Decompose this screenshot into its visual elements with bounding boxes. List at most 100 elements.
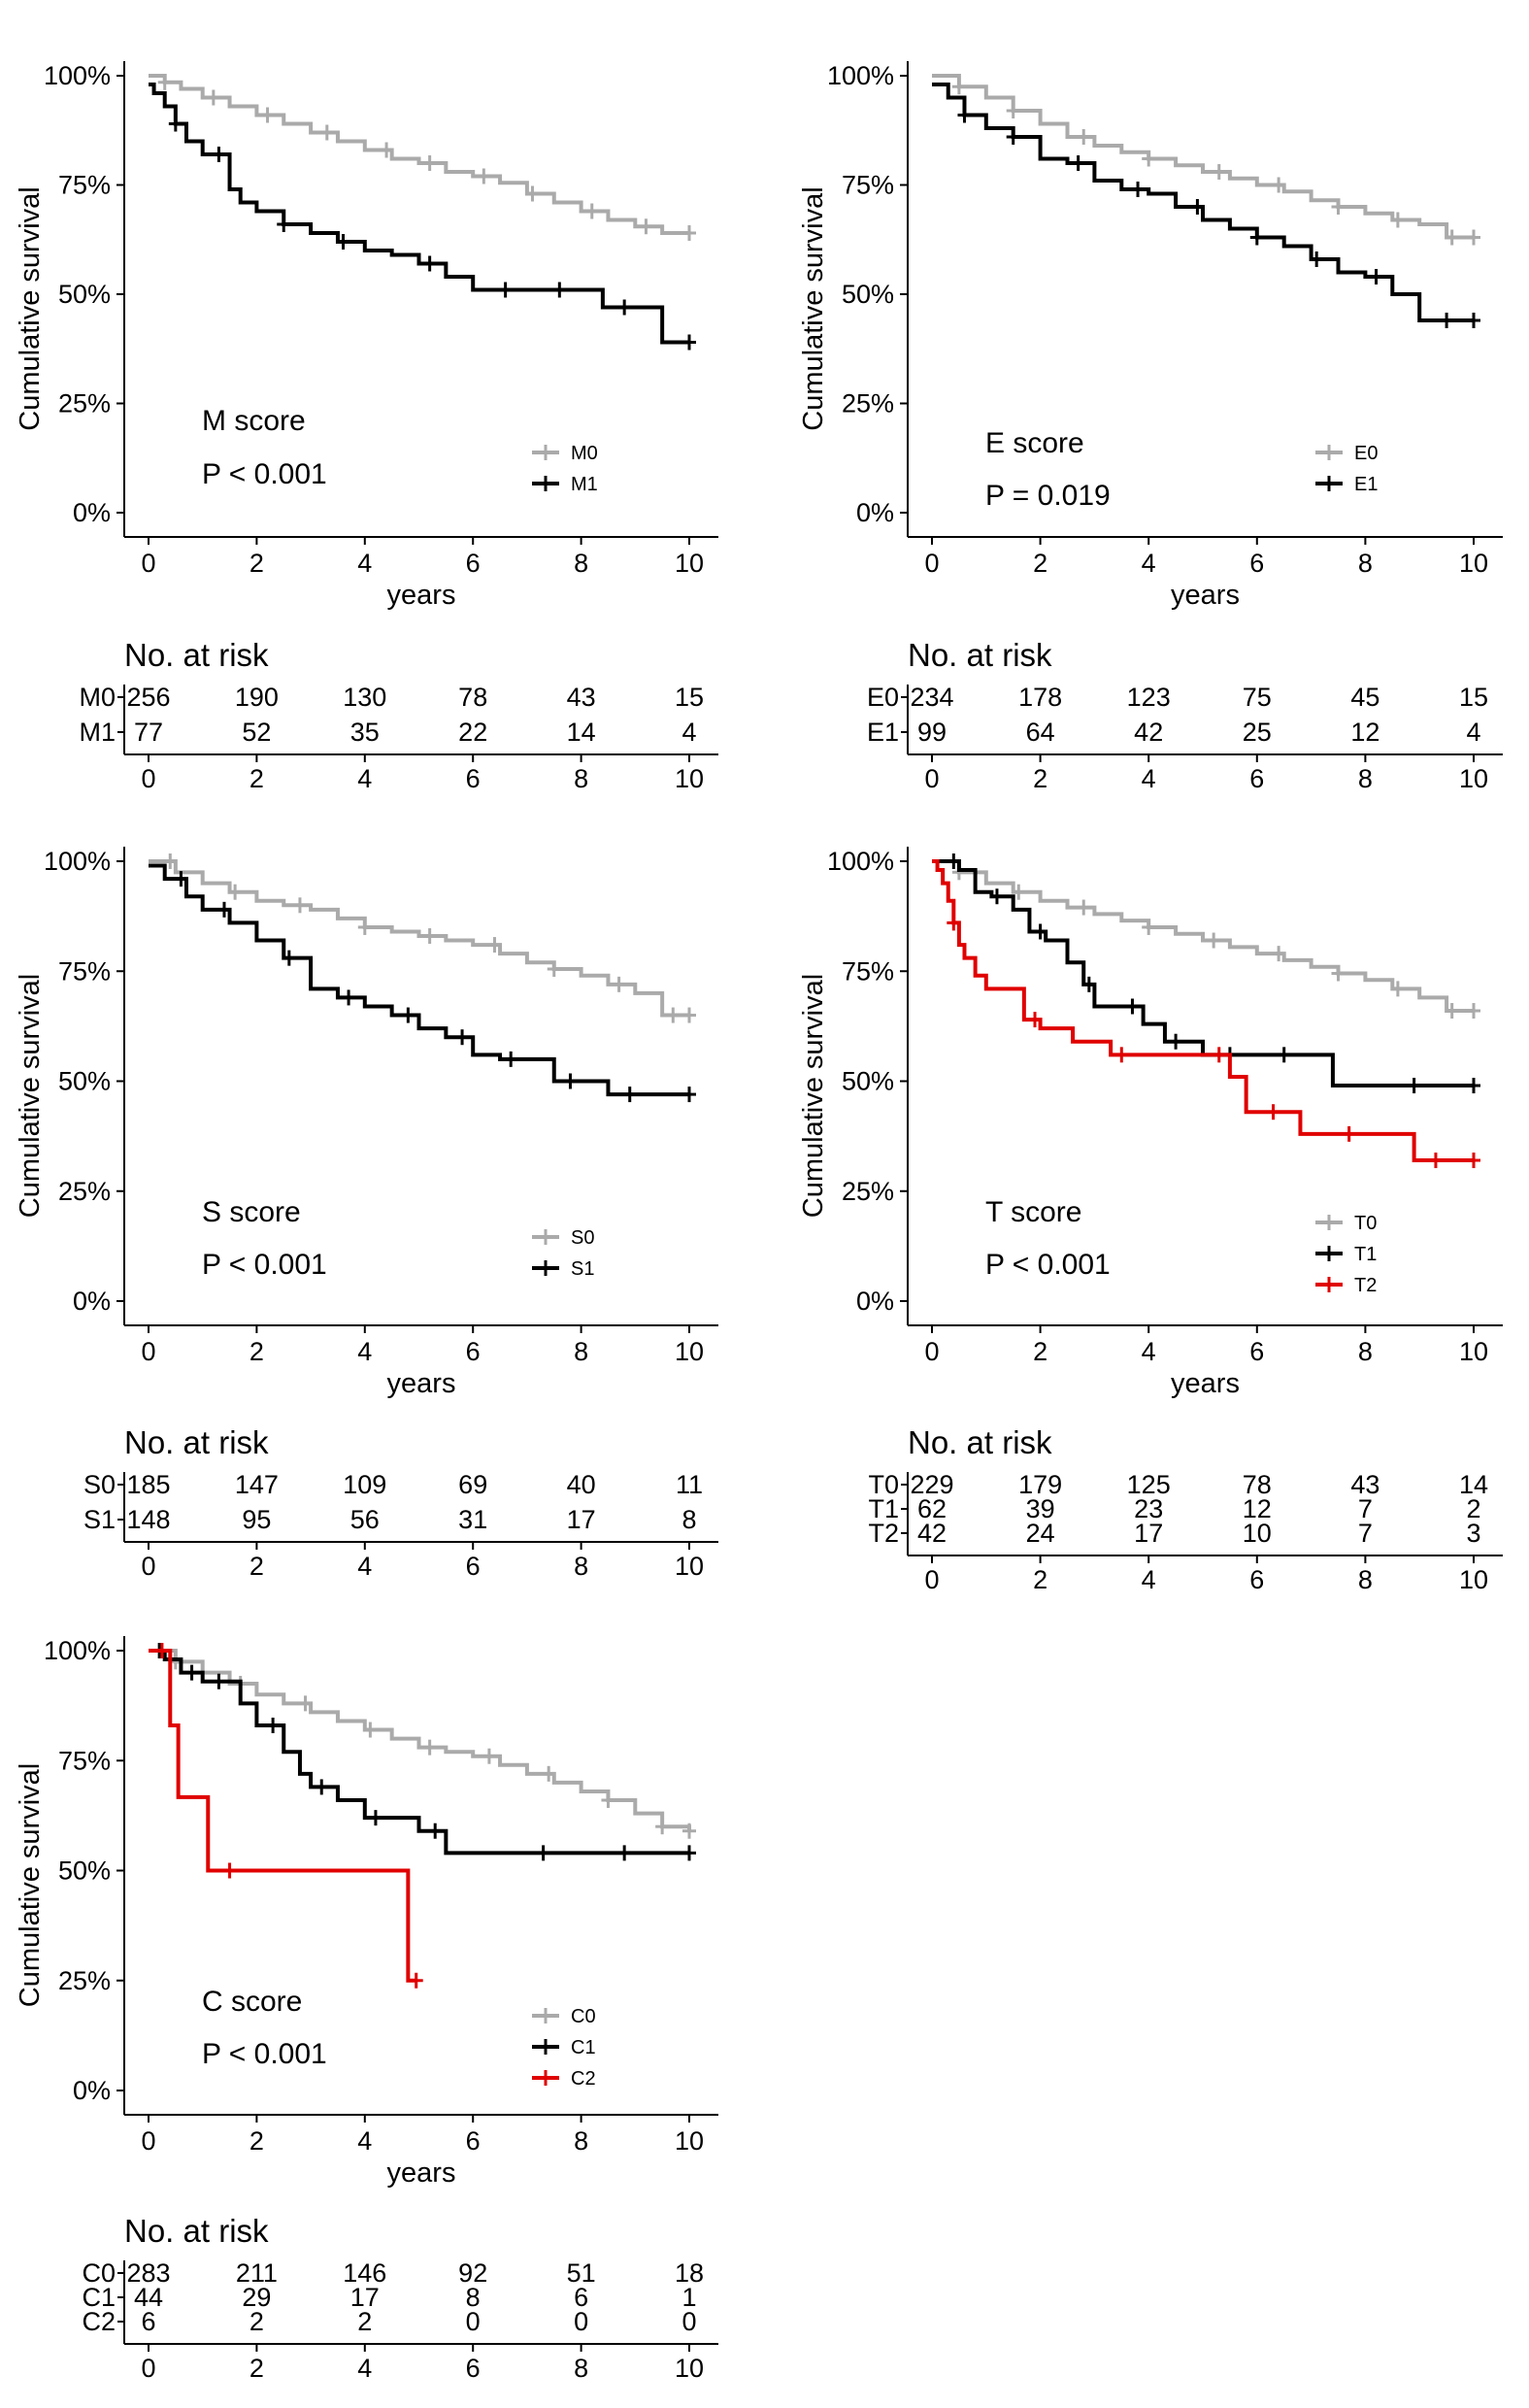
risk-count: 51 bbox=[567, 2258, 596, 2288]
legend-label-C1: C1 bbox=[571, 2037, 596, 2058]
risk-x-tick-label: 10 bbox=[1459, 764, 1488, 793]
censor-mark bbox=[1077, 899, 1091, 916]
legend-label-S1: S1 bbox=[571, 1258, 594, 1280]
risk-count: 23 bbox=[1134, 1494, 1163, 1523]
risk-x-tick-label: 6 bbox=[466, 2354, 481, 2383]
censor-mark bbox=[666, 1007, 681, 1023]
censor-mark bbox=[1190, 199, 1205, 215]
risk-count: 229 bbox=[910, 1470, 953, 1499]
y-tick-label: 75% bbox=[58, 1746, 111, 1775]
risk-x-tick-label: 0 bbox=[924, 1565, 939, 1594]
risk-count: 283 bbox=[126, 2258, 170, 2288]
legend-label-E0: E0 bbox=[1354, 443, 1378, 464]
censor-mark bbox=[525, 185, 540, 202]
censor-mark bbox=[601, 1792, 615, 1809]
censor-mark bbox=[482, 1748, 496, 1764]
x-axis-title: years bbox=[387, 1368, 456, 1399]
censor-mark bbox=[1428, 1153, 1443, 1169]
risk-count: 7 bbox=[1358, 1519, 1373, 1548]
risk-count: 2 bbox=[1466, 1494, 1480, 1523]
risk-x-tick-label: 0 bbox=[141, 1552, 155, 1581]
risk-count: 0 bbox=[681, 2307, 696, 2336]
censor-mark bbox=[547, 960, 561, 977]
risk-count: 62 bbox=[917, 1494, 947, 1523]
risk-count: 31 bbox=[458, 1505, 487, 1534]
risk-count: 146 bbox=[343, 2258, 386, 2288]
censor-mark bbox=[1033, 923, 1047, 940]
risk-count: 0 bbox=[466, 2307, 481, 2336]
survival-curve-S0 bbox=[149, 859, 689, 1018]
risk-x-tick-label: 8 bbox=[574, 2354, 588, 2383]
y-tick-label: 25% bbox=[58, 389, 111, 418]
risk-count: 64 bbox=[1026, 718, 1055, 747]
censor-mark bbox=[1169, 1033, 1183, 1050]
risk-x-tick-label: 2 bbox=[1033, 764, 1047, 793]
risk-count: 45 bbox=[1350, 683, 1379, 712]
censor-mark bbox=[1467, 229, 1480, 246]
censor-mark bbox=[266, 1718, 281, 1734]
risk-count: 190 bbox=[235, 683, 279, 712]
risk-count: 78 bbox=[1243, 1470, 1272, 1499]
risk-x-tick-label: 8 bbox=[574, 1552, 588, 1581]
risk-count: 2 bbox=[249, 2307, 264, 2336]
y-tick-label: 25% bbox=[842, 389, 894, 418]
survival-curve-S1 bbox=[149, 863, 689, 1097]
x-tick-label: 8 bbox=[574, 1337, 588, 1366]
x-tick-label: 6 bbox=[1249, 1337, 1264, 1366]
risk-count: 130 bbox=[343, 683, 386, 712]
censor-mark bbox=[422, 255, 437, 272]
censor-mark bbox=[1212, 1047, 1226, 1063]
legend-label-T1: T1 bbox=[1354, 1244, 1377, 1265]
p-value-label: P = 0.019 bbox=[985, 480, 1111, 512]
censor-mark bbox=[989, 888, 1004, 905]
risk-count: 14 bbox=[567, 718, 596, 747]
censor-mark bbox=[1125, 998, 1140, 1015]
risk-count: 43 bbox=[567, 683, 596, 712]
censor-mark bbox=[498, 282, 513, 298]
censor-mark bbox=[617, 299, 632, 316]
survival-curve-E0 bbox=[932, 74, 1474, 240]
x-tick-label: 4 bbox=[1142, 1337, 1156, 1366]
risk-x-tick-label: 10 bbox=[1459, 1565, 1488, 1594]
censor-mark bbox=[409, 1972, 423, 1989]
risk-count: 3 bbox=[1466, 1519, 1480, 1548]
censor-mark bbox=[422, 155, 437, 171]
risk-count: 95 bbox=[242, 1505, 271, 1534]
risk-table-title: No. at risk bbox=[124, 1424, 269, 1460]
risk-count: 185 bbox=[126, 1470, 170, 1499]
x-tick-label: 8 bbox=[1358, 549, 1373, 578]
censor-mark bbox=[639, 218, 653, 235]
score-label: C score bbox=[202, 1986, 302, 2018]
legend-label-C2: C2 bbox=[571, 2068, 596, 2090]
risk-row-label: C2 bbox=[82, 2307, 116, 2336]
risk-count: 43 bbox=[1350, 1470, 1379, 1499]
y-tick-label: 100% bbox=[44, 1636, 111, 1665]
p-value-label: P < 0.001 bbox=[202, 1249, 327, 1281]
risk-x-tick-label: 8 bbox=[1358, 764, 1373, 793]
risk-count: 123 bbox=[1127, 683, 1171, 712]
censor-mark bbox=[184, 1664, 199, 1681]
y-axis-title: Cumulative survival bbox=[798, 186, 829, 430]
censor-mark bbox=[1467, 1078, 1480, 1094]
risk-count: 75 bbox=[1243, 683, 1272, 712]
risk-count: 109 bbox=[343, 1470, 386, 1499]
risk-count: 15 bbox=[1459, 683, 1488, 712]
y-tick-label: 0% bbox=[73, 2076, 111, 2105]
censor-mark bbox=[536, 1845, 550, 1861]
y-tick-label: 100% bbox=[44, 847, 111, 876]
y-tick-label: 50% bbox=[842, 1067, 894, 1096]
risk-count: 17 bbox=[350, 2283, 380, 2312]
risk-count: 211 bbox=[236, 2258, 278, 2288]
risk-count: 178 bbox=[1018, 683, 1062, 712]
x-tick-label: 10 bbox=[675, 1337, 704, 1366]
x-tick-label: 2 bbox=[1033, 549, 1047, 578]
risk-count: 179 bbox=[1018, 1470, 1062, 1499]
x-tick-label: 6 bbox=[466, 1337, 481, 1366]
x-tick-label: 2 bbox=[249, 549, 264, 578]
censor-mark bbox=[1445, 1003, 1459, 1020]
censor-mark bbox=[1266, 1104, 1280, 1120]
censor-mark bbox=[1331, 199, 1346, 215]
censor-mark bbox=[277, 217, 291, 232]
censor-mark bbox=[212, 147, 226, 162]
